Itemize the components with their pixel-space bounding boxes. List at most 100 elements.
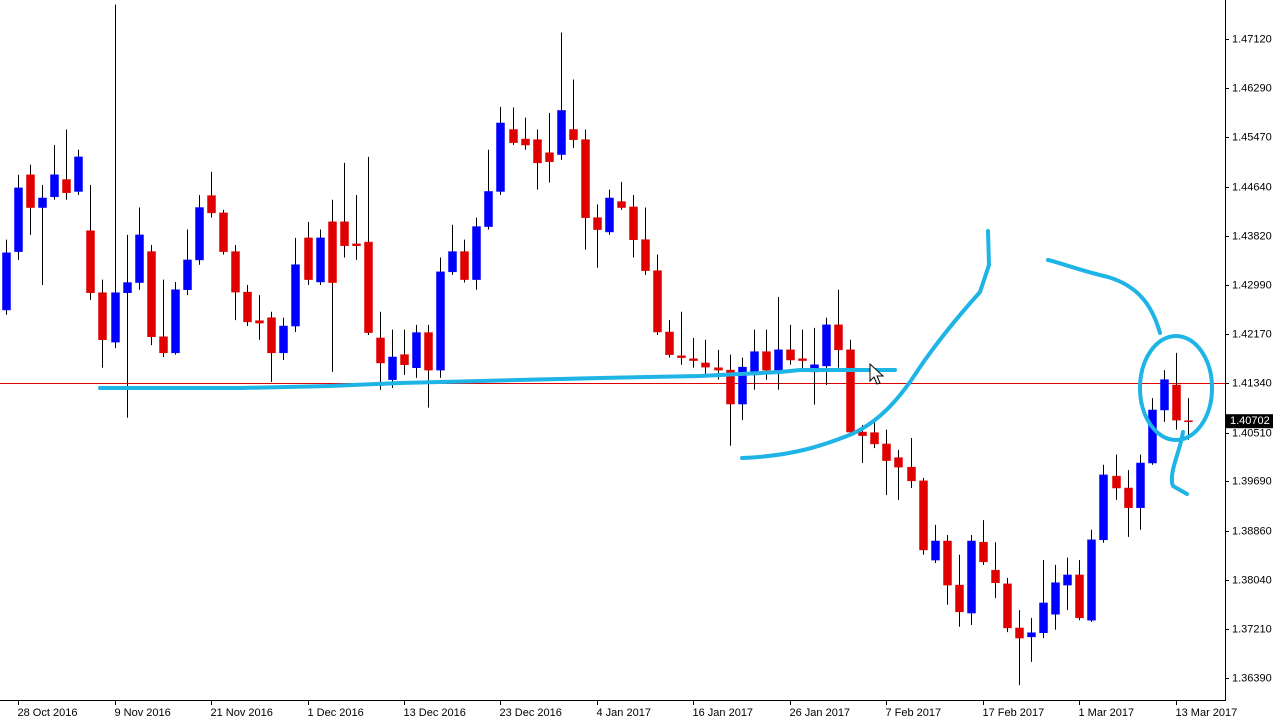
candle-body	[340, 221, 349, 246]
y-tick-label: 1.36390	[1232, 672, 1272, 684]
candle	[26, 164, 35, 235]
candle	[919, 477, 928, 555]
x-tick-label: 23 Dec 2016	[500, 707, 562, 719]
candle	[701, 339, 710, 377]
candle	[74, 149, 83, 196]
candle-body	[786, 349, 795, 361]
candle-body	[798, 358, 807, 361]
candle	[689, 337, 698, 368]
candle-body	[50, 174, 59, 198]
candle-body	[400, 354, 409, 365]
candle-body	[943, 540, 952, 586]
candle-body	[991, 569, 1000, 583]
candle	[496, 106, 505, 196]
candle	[1027, 617, 1036, 662]
candle	[1136, 454, 1145, 530]
y-tick-label: 1.42170	[1232, 328, 1272, 340]
candle-body	[448, 251, 457, 273]
candle-body	[1063, 574, 1072, 586]
candle-body	[14, 187, 23, 252]
candle	[641, 207, 650, 275]
candle	[617, 181, 626, 210]
y-tick-label: 1.43820	[1232, 230, 1272, 242]
candle-body	[436, 271, 445, 371]
candle-body	[1160, 379, 1169, 411]
candle	[2, 239, 11, 315]
candle-body	[967, 540, 976, 614]
drawn-tail	[1169, 430, 1189, 496]
candle-body	[86, 230, 95, 293]
y-tick-label: 1.46290	[1232, 82, 1272, 94]
candle	[894, 449, 903, 500]
candle	[882, 429, 891, 496]
candle-body	[460, 251, 469, 280]
candle-body	[1124, 487, 1133, 508]
candle-body	[774, 349, 783, 371]
candle	[979, 520, 988, 565]
candle-body	[581, 139, 590, 218]
candle	[171, 281, 180, 355]
candle	[412, 324, 421, 378]
candle-body	[219, 212, 228, 252]
candle-body	[135, 234, 144, 283]
y-tick-label: 1.38040	[1232, 574, 1272, 586]
candle	[557, 32, 566, 160]
candle	[846, 339, 855, 436]
candle	[858, 424, 867, 463]
candle	[243, 284, 252, 327]
candle	[436, 257, 445, 378]
candle	[533, 129, 542, 190]
candle-body	[557, 110, 566, 155]
candle	[400, 329, 409, 375]
candle	[472, 217, 481, 290]
candle-body	[738, 366, 747, 405]
candle-body	[74, 156, 83, 192]
candle	[424, 324, 433, 408]
candle	[111, 4, 120, 349]
candle-body	[171, 289, 180, 354]
candle-body	[858, 431, 867, 436]
candle-body	[882, 443, 891, 461]
candle-body	[689, 358, 698, 361]
candle-body	[846, 349, 855, 433]
x-tick-label: 28 Oct 2016	[18, 707, 78, 719]
x-tick-label: 16 Jan 2017	[693, 707, 754, 719]
candle	[376, 311, 385, 390]
y-tick-label: 1.40510	[1232, 427, 1272, 439]
x-tick-label: 17 Feb 2017	[983, 707, 1045, 719]
candle-body	[26, 174, 35, 208]
candle-body	[1136, 462, 1145, 508]
x-tick-label: 13 Mar 2017	[1176, 707, 1238, 719]
candle	[907, 437, 916, 489]
candle-body	[629, 206, 638, 240]
candle-body	[195, 207, 204, 261]
candle-body	[364, 241, 373, 333]
candle-body	[243, 291, 252, 323]
candle-body	[328, 221, 337, 283]
candle	[605, 189, 614, 235]
candle-body	[255, 320, 264, 324]
candle	[1172, 352, 1181, 430]
candle-body	[834, 324, 843, 351]
candle	[279, 317, 288, 360]
candle-body	[304, 237, 313, 280]
x-tick-label: 26 Jan 2017	[790, 707, 851, 719]
candle	[786, 324, 795, 365]
candle	[726, 354, 735, 446]
candle-body	[123, 282, 132, 293]
candle	[798, 329, 807, 372]
candle-body	[231, 251, 240, 293]
candle	[183, 229, 192, 296]
candle	[352, 195, 361, 260]
candle-body	[424, 332, 433, 371]
candle	[50, 145, 59, 200]
candle	[931, 524, 940, 564]
y-tick-label: 1.47120	[1232, 33, 1272, 45]
candle	[219, 209, 228, 255]
candle-body	[62, 179, 71, 193]
candle	[159, 279, 168, 357]
candle	[38, 184, 47, 285]
